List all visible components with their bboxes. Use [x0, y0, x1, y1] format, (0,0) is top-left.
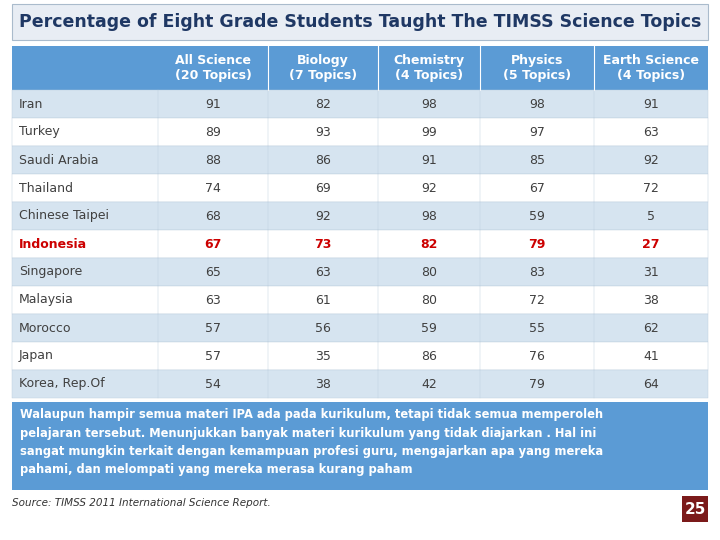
Text: 25: 25 [684, 502, 706, 516]
Text: 82: 82 [315, 98, 331, 111]
Text: 99: 99 [421, 125, 437, 138]
Text: 72: 72 [529, 294, 545, 307]
Bar [12, 258, 708, 286]
Bar [12, 314, 708, 342]
Text: 63: 63 [643, 125, 659, 138]
Text: 67: 67 [529, 181, 545, 194]
Text: Biology
(7 Topics): Biology (7 Topics) [289, 54, 357, 82]
Text: 74: 74 [205, 181, 221, 194]
Text: 62: 62 [643, 321, 659, 334]
Text: Iran: Iran [19, 98, 43, 111]
Bar [12, 46, 708, 90]
Text: 35: 35 [315, 349, 331, 362]
Bar [12, 4, 708, 40]
Text: Malaysia: Malaysia [19, 294, 74, 307]
Text: 92: 92 [643, 153, 659, 166]
Text: 59: 59 [529, 210, 545, 222]
Text: 86: 86 [315, 153, 331, 166]
Text: 79: 79 [529, 377, 545, 390]
Text: 97: 97 [529, 125, 545, 138]
Text: 91: 91 [643, 98, 659, 111]
Text: Earth Science
(4 Topics): Earth Science (4 Topics) [603, 54, 699, 82]
Bar [12, 370, 708, 398]
Text: 67: 67 [204, 238, 222, 251]
Text: 68: 68 [205, 210, 221, 222]
Text: Turkey: Turkey [19, 125, 60, 138]
Text: 5: 5 [647, 210, 655, 222]
Bar [12, 146, 708, 174]
Text: 57: 57 [205, 349, 221, 362]
Text: Chinese Taipei: Chinese Taipei [19, 210, 109, 222]
Bar [12, 202, 708, 230]
Text: 80: 80 [421, 266, 437, 279]
Text: 85: 85 [529, 153, 545, 166]
Text: 27: 27 [642, 238, 660, 251]
Text: 38: 38 [643, 294, 659, 307]
Text: Korea, Rep.Of: Korea, Rep.Of [19, 377, 104, 390]
Text: 55: 55 [529, 321, 545, 334]
Text: 63: 63 [205, 294, 221, 307]
Text: Indonesia: Indonesia [19, 238, 87, 251]
Bar [12, 90, 708, 118]
Text: Japan: Japan [19, 349, 54, 362]
Text: Chemistry
(4 Topics): Chemistry (4 Topics) [393, 54, 464, 82]
Text: 59: 59 [421, 321, 437, 334]
Text: Singapore: Singapore [19, 266, 82, 279]
Text: 91: 91 [205, 98, 221, 111]
Text: 98: 98 [529, 98, 545, 111]
Text: 88: 88 [205, 153, 221, 166]
Text: 63: 63 [315, 266, 331, 279]
Text: 72: 72 [643, 181, 659, 194]
Text: 80: 80 [421, 294, 437, 307]
Text: 91: 91 [421, 153, 437, 166]
Text: Morocco: Morocco [19, 321, 71, 334]
Text: 65: 65 [205, 266, 221, 279]
Text: 69: 69 [315, 181, 331, 194]
Text: 64: 64 [643, 377, 659, 390]
Text: Walaupun hampir semua materi IPA ada pada kurikulum, tetapi tidak semua memperol: Walaupun hampir semua materi IPA ada pad… [20, 408, 603, 476]
Text: 92: 92 [421, 181, 437, 194]
Text: 57: 57 [205, 321, 221, 334]
Text: 93: 93 [315, 125, 331, 138]
Bar [682, 496, 708, 522]
Text: 98: 98 [421, 98, 437, 111]
Text: 31: 31 [643, 266, 659, 279]
Text: 92: 92 [315, 210, 331, 222]
Text: 56: 56 [315, 321, 331, 334]
Text: 79: 79 [528, 238, 546, 251]
Text: Saudi Arabia: Saudi Arabia [19, 153, 99, 166]
Bar [12, 286, 708, 314]
Text: 98: 98 [421, 210, 437, 222]
Text: 41: 41 [643, 349, 659, 362]
Bar [12, 118, 708, 146]
Text: 76: 76 [529, 349, 545, 362]
Bar [12, 174, 708, 202]
Bar [12, 342, 708, 370]
Text: All Science
(20 Topics): All Science (20 Topics) [174, 54, 251, 82]
Text: 73: 73 [315, 238, 332, 251]
Text: 82: 82 [420, 238, 438, 251]
Text: 38: 38 [315, 377, 331, 390]
Text: 61: 61 [315, 294, 331, 307]
Text: 42: 42 [421, 377, 437, 390]
Text: 89: 89 [205, 125, 221, 138]
Text: Source: TIMSS 2011 International Science Report.: Source: TIMSS 2011 International Science… [12, 498, 271, 508]
Text: Physics
(5 Topics): Physics (5 Topics) [503, 54, 571, 82]
Bar [12, 402, 708, 490]
Text: 54: 54 [205, 377, 221, 390]
Text: Percentage of Eight Grade Students Taught The TIMSS Science Topics: Percentage of Eight Grade Students Taugh… [19, 13, 701, 31]
Text: 86: 86 [421, 349, 437, 362]
Text: 83: 83 [529, 266, 545, 279]
Text: Thailand: Thailand [19, 181, 73, 194]
Bar [12, 230, 708, 258]
